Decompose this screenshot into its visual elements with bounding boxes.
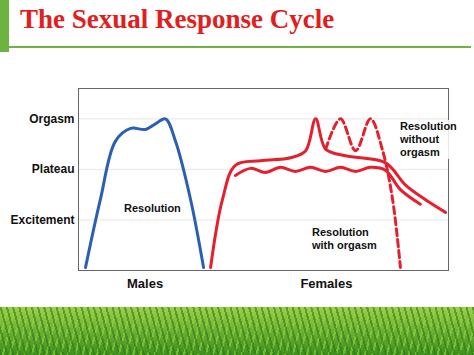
html-text:Resolution with orgasm: Resolution with orgasm — [312, 226, 377, 251]
svg-text:Females: Females — [300, 276, 352, 291]
html-text:Resolution: Resolution — [124, 202, 181, 214]
svg-text:Males: Males — [127, 276, 163, 291]
svg-text:Orgasm: Orgasm — [29, 112, 74, 126]
svg-text:Plateau: Plateau — [32, 162, 75, 176]
html-text:Resolution without orgasm: Resolution without orgasm — [400, 120, 457, 158]
svg-text:Excitement: Excitement — [10, 213, 74, 227]
html-text:The Sexual Response Cycle: The Sexual Response Cycle — [20, 4, 335, 34]
